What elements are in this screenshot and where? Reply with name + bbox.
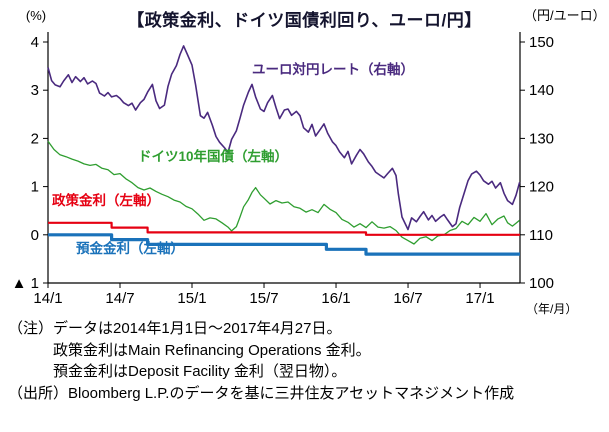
chart-title: 【政策金利、ドイツ国債利回り、ユーロ/円】 (127, 11, 482, 30)
left-tick-label: 0 (31, 227, 39, 244)
label-eur-jpy: ユーロ対円レート（右軸） (252, 61, 414, 77)
left-tick-label: 1 (31, 179, 39, 196)
x-tick-label: 15/1 (177, 290, 206, 307)
right-tick-label: 120 (529, 179, 554, 196)
chart-notes: （注）データは2014年1月1日～2017年4月27日。 政策金利はMain R… (8, 318, 604, 404)
right-tick-label: 140 (529, 82, 554, 99)
x-axis-unit-label: （年/月） (526, 302, 577, 316)
x-tick-label: 15/7 (249, 290, 278, 307)
x-tick-label: 14/1 (33, 290, 62, 307)
right-axis-unit-label: （円/ユーロ） (524, 8, 606, 23)
note-line-source-period: （注）データは2014年1月1日～2017年4月27日。 (8, 320, 342, 337)
x-tick-label: 17/1 (465, 290, 494, 307)
right-tick-label: 130 (529, 130, 554, 147)
label-bund: ドイツ10年国債（左軸） (138, 148, 288, 164)
note-line-policy-def: 政策金利はMain Refinancing Operations 金利。 (53, 341, 371, 359)
chart-plot: (%) （円/ユーロ） （年/月） 4 3 2 1 0 ▲ 1 150 140 130 120 110 10… (12, 8, 606, 316)
left-tick-label: 3 (31, 82, 39, 99)
series-line-policy_rate (48, 221, 520, 236)
note-line-deposit-def: 預金金利はDeposit Facility 金利（翌日物）。 (53, 363, 347, 381)
left-axis-unit-label: (%) (26, 8, 46, 23)
left-tick-label: 2 (31, 130, 39, 147)
x-tick-label: 14/7 (105, 290, 134, 307)
right-tick-label: 110 (529, 227, 553, 244)
series-line-eur_jpy (47, 45, 521, 231)
label-policy: 政策金利（左軸） (52, 192, 160, 208)
x-tick-label: 16/7 (393, 290, 422, 307)
left-tick-label: ▲ 1 (12, 275, 39, 292)
note-line-attribution: （出所）Bloomberg L.P.のデータを基に三井住友アセットマネジメント作… (8, 384, 515, 402)
right-tick-label: 150 (529, 34, 554, 51)
x-tick-label: 16/1 (321, 290, 350, 307)
label-deposit: 預金金利（左軸） (76, 240, 184, 256)
left-tick-label: 4 (31, 34, 39, 51)
series-line-deposit_rate (48, 233, 520, 256)
right-tick-label: 100 (529, 275, 554, 292)
